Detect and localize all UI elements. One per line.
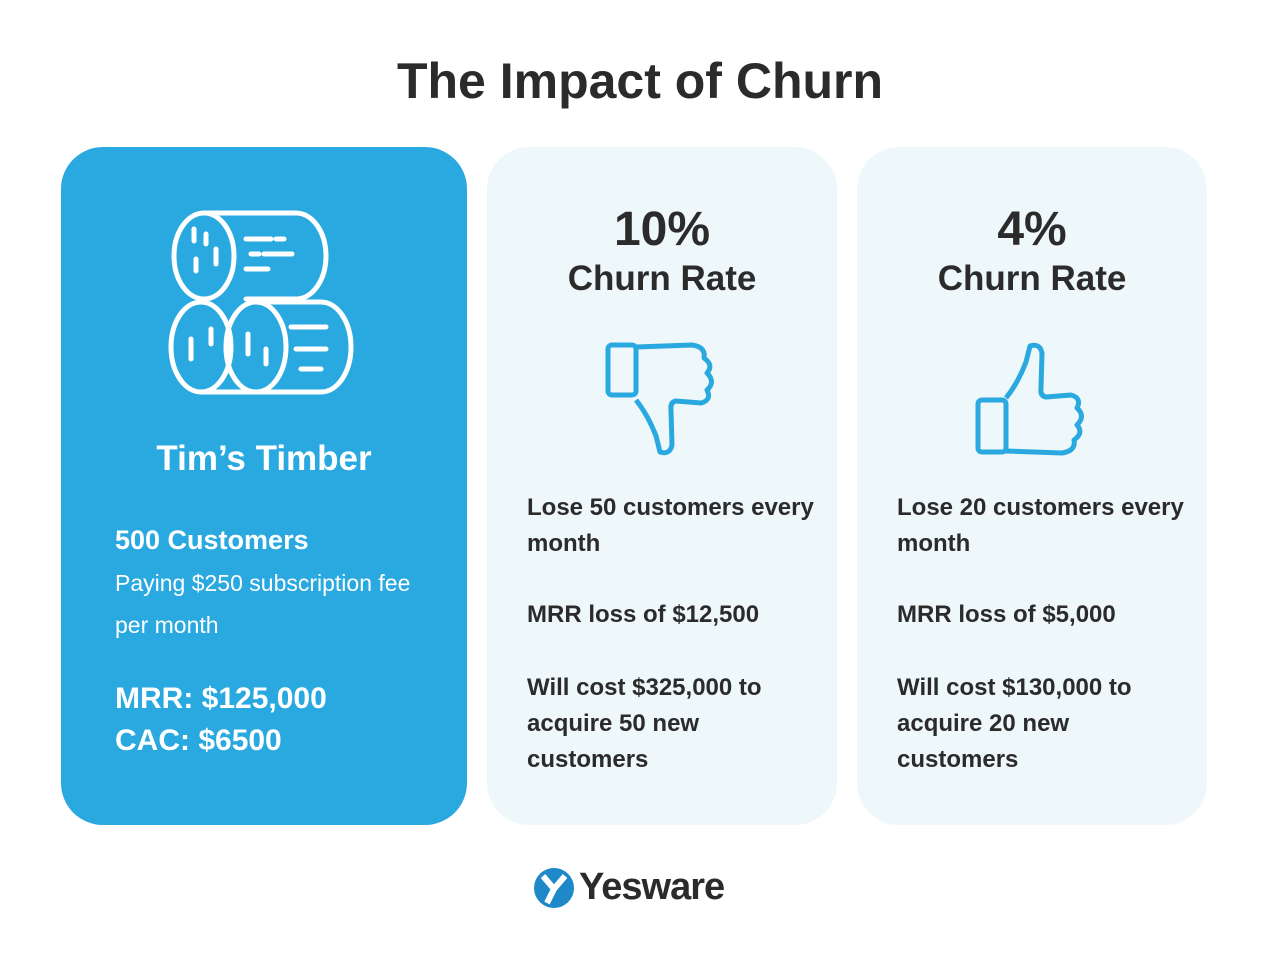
company-card: Tim’s Timber 500 Customers Paying $250 s… bbox=[61, 147, 467, 825]
page-title: The Impact of Churn bbox=[396, 53, 884, 109]
acquisition-cost: Will cost $325,000 to acquire 50 new cus… bbox=[527, 674, 762, 773]
company-name: Tim’s Timber bbox=[156, 439, 372, 478]
customer-count: 500 Customers bbox=[115, 525, 309, 555]
thumbs-down-icon bbox=[605, 342, 714, 456]
churn-rate-label: Churn Rate bbox=[567, 259, 757, 298]
acquisition-cost: Will cost $130,000 to acquire 20 new cus… bbox=[897, 674, 1132, 773]
thumbs-up-icon bbox=[975, 342, 1084, 456]
yesware-logo-icon bbox=[534, 867, 574, 908]
cac-value: CAC: $6500 bbox=[115, 724, 282, 757]
churn-rate-value: 4% bbox=[997, 203, 1067, 256]
churn-rate-value: 10% bbox=[613, 203, 711, 256]
mrr-loss: MRR loss of $12,500 bbox=[527, 601, 760, 628]
subscription-fee: Paying $250 subscription fee per month bbox=[115, 570, 411, 638]
customers-lost: Lose 20 customers every month bbox=[897, 494, 1184, 557]
yesware-logo: Yesware bbox=[533, 866, 725, 909]
mrr-loss: MRR loss of $5,000 bbox=[897, 601, 1116, 628]
customers-lost: Lose 50 customers every month bbox=[527, 494, 814, 557]
churn-card-4: 4% Churn Rate Lose 20 customers every mo… bbox=[857, 147, 1207, 825]
churn-rate-label: Churn Rate bbox=[937, 259, 1127, 298]
churn-card-10: 10% Churn Rate Lose 50 customers every m… bbox=[487, 147, 837, 825]
brand-name: Yesware bbox=[579, 866, 725, 908]
logs-icon bbox=[168, 210, 354, 395]
mrr-value: MRR: $125,000 bbox=[115, 682, 327, 715]
